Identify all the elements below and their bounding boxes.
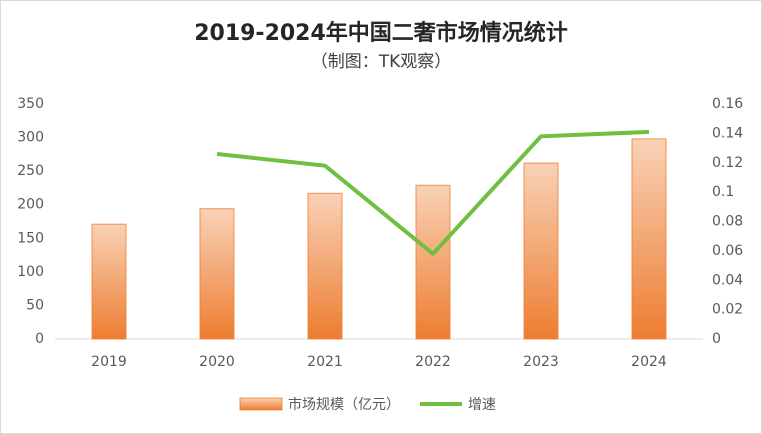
line: [216, 129, 650, 256]
bar: [631, 138, 667, 340]
x-tick-label: 2020: [199, 354, 235, 370]
chart-title: 2019-2024年中国二奢市场情况统计: [194, 20, 568, 46]
legend-label: 市场规模（亿元）: [288, 396, 400, 413]
y-tick-label: 250: [17, 163, 44, 179]
y2-tick-label: 0.02: [712, 302, 743, 318]
y-tick-label: 200: [17, 197, 44, 213]
y-tick-label: 350: [17, 96, 44, 112]
y2-tick-label: 0: [712, 331, 721, 347]
y2-tick-label: 0.16: [712, 96, 743, 112]
bar: [523, 162, 559, 340]
y2-tick-label: 0.04: [712, 272, 743, 288]
y-tick-label: 150: [17, 230, 44, 246]
y-tick-label: 300: [17, 130, 44, 146]
x-tick-label: 2019: [91, 354, 127, 370]
y-tick-label: 0: [35, 331, 44, 347]
y2-tick-label: 0.1: [712, 184, 734, 200]
bar: [199, 208, 235, 340]
y-tick-label: 100: [17, 264, 44, 280]
legend-swatch: [239, 397, 283, 411]
legend-label: 增速: [468, 397, 496, 413]
bar: [91, 223, 127, 340]
x-tick-label: 2023: [523, 354, 559, 370]
bar: [415, 184, 451, 340]
x-tick-label: 2024: [631, 354, 667, 370]
x-tick-label: 2021: [307, 354, 343, 370]
y2-tick-label: 0.12: [712, 155, 743, 171]
y2-tick-label: 0.14: [712, 125, 743, 141]
y-tick-label: 50: [26, 297, 44, 313]
y2-tick-label: 0.08: [712, 214, 743, 230]
chart-subtitle: （制图：TK观察）: [311, 52, 452, 72]
bar: [307, 192, 343, 340]
x-tick-label: 2022: [415, 354, 451, 370]
y2-tick-label: 0.06: [712, 243, 743, 259]
